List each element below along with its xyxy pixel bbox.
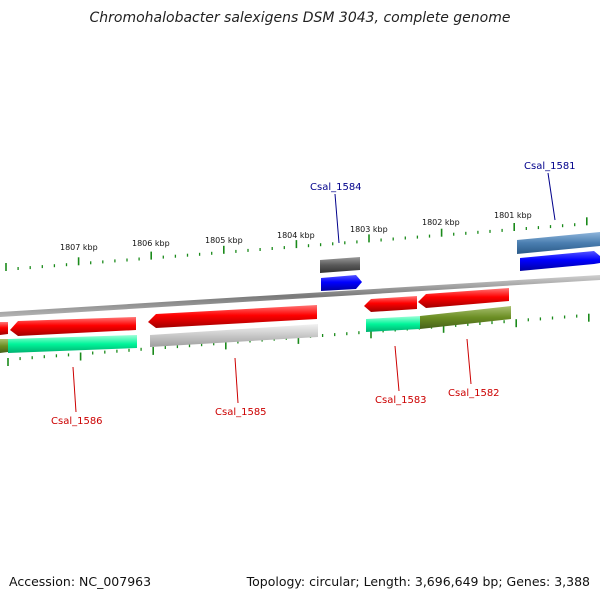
feature-csal-1583-mint: [366, 316, 420, 332]
feature-csal-1582-red: [418, 288, 509, 308]
leader-csal-1584: [334, 193, 340, 244]
kbp-label-1805: 1805 kbp: [205, 236, 243, 245]
label-leader-lines: [72, 172, 556, 413]
topology-summary: Topology: circular; Length: 3,696,649 bp…: [246, 574, 590, 589]
feature-csal-1586-red: [10, 317, 136, 336]
feature-csal-1585-red: [148, 305, 317, 328]
feature-csal-1581-blue: [520, 251, 600, 271]
gene-label-csal-1586: Csal_1586: [51, 416, 103, 427]
feature-csal-1586-mint: [8, 335, 137, 353]
kbp-label-1806: 1806 kbp: [132, 239, 170, 248]
kbp-scale-labels: 1807 kbp 1806 kbp 1805 kbp 1804 kbp 1803…: [60, 211, 532, 252]
leader-csal-1586: [72, 366, 77, 413]
upper-tick-ring: [5, 217, 588, 271]
leader-csal-1585: [234, 357, 239, 404]
genome-backbone: [0, 275, 600, 317]
feature-csal-1585-gray: [150, 324, 318, 347]
feature-csal-1584-gray: [320, 257, 360, 273]
feature-csal-1581-steel: [517, 232, 600, 254]
gene-labels: Csal_1581 Csal_1582 Csal_1583 Csal_1584 …: [51, 161, 576, 427]
forward-features: [320, 232, 600, 291]
leader-csal-1581: [547, 172, 556, 221]
feature-csal-1584-blue: [321, 275, 362, 291]
reverse-features: [0, 288, 511, 353]
accession-text: Accession: NC_007963: [9, 574, 152, 589]
kbp-label-1807: 1807 kbp: [60, 243, 98, 252]
map-title: Chromohalobacter salexigens DSM 3043, co…: [89, 10, 511, 26]
kbp-label-1803: 1803 kbp: [350, 225, 388, 234]
kbp-label-1801: 1801 kbp: [494, 211, 532, 220]
leader-csal-1583: [394, 345, 400, 392]
gene-label-csal-1582: Csal_1582: [448, 388, 500, 399]
kbp-label-1802: 1802 kbp: [422, 218, 460, 227]
feature-csal-1586-red-edge: [0, 322, 8, 335]
leader-csal-1582: [466, 338, 472, 385]
gene-label-csal-1584: Csal_1584: [310, 182, 362, 193]
gene-label-csal-1583: Csal_1583: [375, 395, 427, 406]
gene-label-csal-1581: Csal_1581: [524, 161, 576, 172]
kbp-label-1804: 1804 kbp: [277, 231, 315, 240]
feature-csal-1583-red: [364, 296, 417, 312]
feature-csal-1582-olive: [420, 306, 511, 329]
gene-label-csal-1585: Csal_1585: [215, 407, 267, 418]
feature-csal-1586-olive-edge: [0, 339, 8, 353]
